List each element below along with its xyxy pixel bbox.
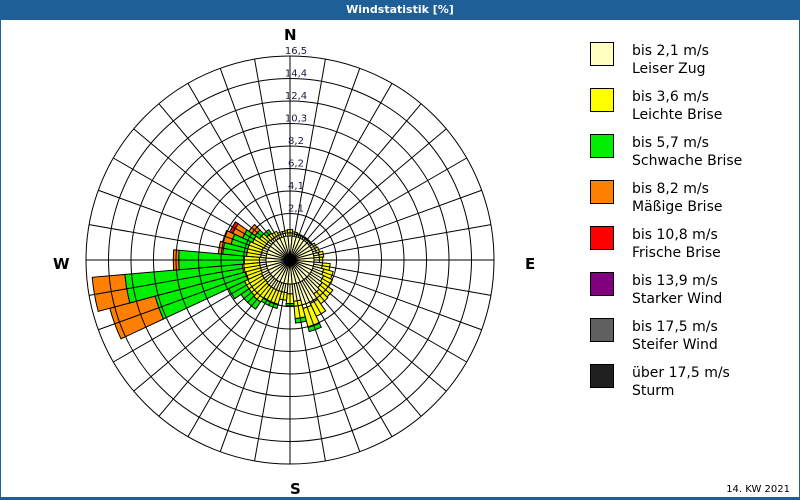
radial-tick-label: 12,4 [285,91,307,102]
grid-spoke [187,83,279,240]
grid-spoke [254,59,287,237]
legend-label: Mäßige Brise [632,199,723,215]
compass-east-label: E [525,255,536,273]
radial-tick-label: 14,4 [285,69,307,80]
legend-speed: bis 10,8 m/s [632,227,718,243]
compass-south-label: S [290,480,301,498]
period-label: 14. KW 2021 [726,484,790,495]
legend-speed: bis 8,2 m/s [632,181,709,197]
grid-spoke [158,278,275,417]
grid-spoke [301,83,393,240]
legend-speed: bis 3,6 m/s [632,89,709,105]
legend-label: Steifer Wind [632,337,718,353]
grid-spoke [89,263,267,296]
grid-spoke [219,68,283,238]
compass-north-label: N [284,26,297,44]
legend-label: Sturm [632,383,675,399]
legend-swatch [590,226,614,250]
grid-spoke [308,128,447,245]
legend-speed: bis 2,1 m/s [632,43,709,59]
grid-spoke [133,128,272,245]
legend-speed: bis 17,5 m/s [632,319,718,335]
grid-spoke [187,280,279,437]
legend-speed: bis 13,9 m/s [632,273,718,289]
grid-spoke [254,283,287,461]
grid-spoke [310,271,467,363]
radial-tick-label: 10,3 [285,114,307,125]
radial-tick-label: 6,2 [288,159,304,170]
grid-spoke [312,267,482,331]
grid-spoke [297,68,361,238]
grid-spoke [133,275,272,392]
grid-spoke [113,271,270,363]
legend-label: Frische Brise [632,245,721,261]
legend-swatch [590,134,614,158]
grid-spoke [293,283,326,461]
grid-spoke [313,224,491,257]
bottom-border [0,497,800,500]
grid-spoke [293,59,326,237]
window-title: Windstatistik [%] [0,0,800,20]
grid-spoke [297,282,361,452]
grid-spoke [113,157,270,249]
grid-spoke [308,275,447,392]
radial-tick-label: 8,2 [288,136,304,147]
legend-speed: bis 5,7 m/s [632,135,709,151]
legend-label: Schwache Brise [632,153,743,169]
grid-spoke [305,278,422,417]
legend-label: Leiser Zug [632,61,706,77]
legend-swatch [590,318,614,342]
grid-spoke [310,157,467,249]
grid-spoke [301,280,393,437]
grid-spoke [89,224,267,257]
legend-swatch [590,88,614,112]
compass-west-label: W [53,255,70,273]
grid-spoke [98,189,268,253]
grid-spoke [98,267,268,331]
grid-spoke [305,103,422,242]
legend-speed: über 17,5 m/s [632,365,730,381]
legend-swatch [590,272,614,296]
legend-swatch [590,42,614,66]
radial-tick-label: 4,1 [288,181,304,192]
radial-tick-label: 2,1 [288,204,304,215]
legend-swatch [590,180,614,204]
legend-label: Starker Wind [632,291,723,307]
grid-spoke [313,263,491,296]
grid-spoke [158,103,275,242]
grid-spoke [312,189,482,253]
legend-swatch [590,364,614,388]
grid-spoke [219,282,283,452]
legend-label: Leichte Brise [632,107,723,123]
radial-tick-label: 16,5 [285,46,307,57]
